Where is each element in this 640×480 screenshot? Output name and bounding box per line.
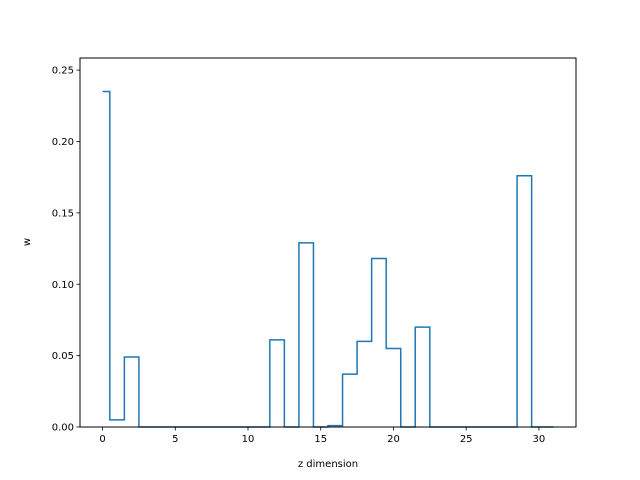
y-tick-label: 0.20	[52, 137, 74, 148]
x-tick-label: 0	[99, 434, 105, 445]
y-tick-label: 0.25	[52, 66, 74, 77]
x-axis-label: z dimension	[298, 459, 358, 470]
x-tick-label: 20	[387, 434, 400, 445]
x-tick-label: 5	[172, 434, 178, 445]
y-tick-label: 0.10	[52, 280, 74, 291]
x-axis: 0 5 10 15 20 25 30	[99, 427, 545, 445]
y-tick-label: 0.15	[52, 208, 74, 219]
plot-frame	[79, 57, 577, 428]
x-tick-label: 15	[314, 434, 327, 445]
x-tick-label: 30	[533, 434, 546, 445]
y-axis-label: w	[22, 238, 33, 246]
y-tick-label: 0.05	[52, 351, 74, 362]
plot-background	[80, 58, 576, 427]
x-tick-label: 10	[242, 434, 255, 445]
y-tick-label: 0.00	[52, 423, 74, 434]
x-tick-label: 25	[460, 434, 473, 445]
y-axis: 0.00 0.05 0.10 0.15 0.20 0.25	[52, 66, 80, 434]
